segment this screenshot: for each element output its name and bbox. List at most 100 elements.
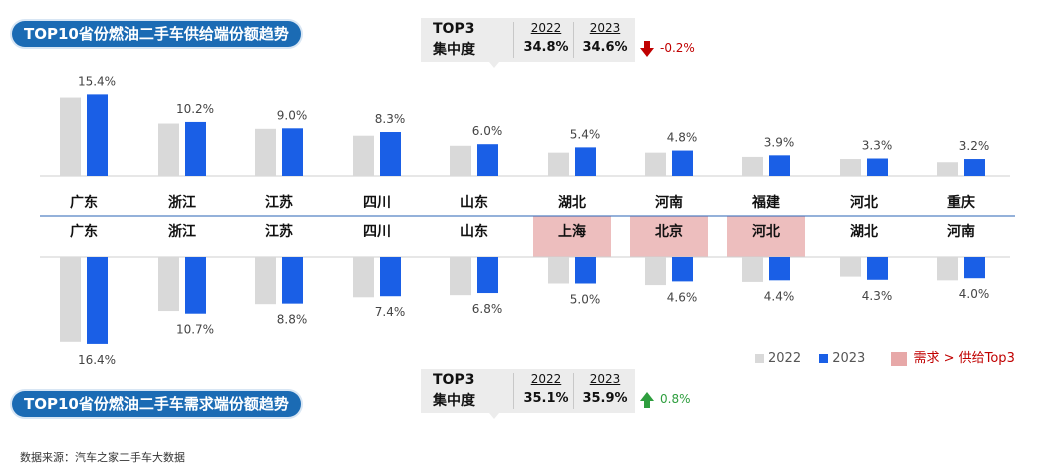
supply-bar-2022 <box>548 152 569 176</box>
supply-data-label: 5.4% <box>570 127 601 141</box>
supply-data-label: 15.4% <box>78 74 116 88</box>
highlight-box <box>727 216 805 257</box>
supply-bar-2023 <box>282 128 303 176</box>
demand-bar-2023 <box>769 257 790 281</box>
supply-bar-2022 <box>450 145 471 176</box>
supply-box-divider <box>573 22 574 58</box>
demand-bar-2023 <box>575 257 596 284</box>
demand-bar-2022 <box>742 257 763 282</box>
demand-box-divider <box>573 373 574 409</box>
supply-category-label: 河北 <box>850 194 878 211</box>
supply-bar-2022 <box>742 156 763 176</box>
supply-bar-2023 <box>380 132 401 176</box>
demand-bar-2023 <box>87 257 108 344</box>
supply-category-label: 山东 <box>460 194 488 211</box>
supply-category-label: 福建 <box>751 194 780 211</box>
highlight-box <box>630 216 708 257</box>
demand-value-2023: 35.9% <box>582 391 628 406</box>
supply-category-label: 浙江 <box>168 194 196 211</box>
legend-label-2022: 2022 <box>768 351 802 366</box>
demand-category-label: 浙江 <box>168 223 196 240</box>
demand-bar-2022 <box>255 257 276 305</box>
supply-concentration-label: 集中度 <box>433 42 475 58</box>
demand-category-label: 广东 <box>70 223 98 240</box>
demand-data-label: 10.7% <box>176 323 214 337</box>
supply-category-label: 重庆 <box>947 194 975 211</box>
supply-bar-2023 <box>477 144 498 176</box>
supply-year-2023: 2023 <box>589 21 621 35</box>
supply-category-label: 四川 <box>363 195 391 211</box>
supply-data-label: 3.9% <box>764 135 795 149</box>
demand-data-label: 4.6% <box>667 290 698 304</box>
supply-chart-title: TOP10省份燃油二手车供给端份额趋势 <box>12 21 301 47</box>
demand-bar-2022 <box>60 257 81 342</box>
supply-bar-2022 <box>158 123 179 176</box>
demand-box-pointer <box>489 413 499 419</box>
supply-value-2022: 34.8% <box>523 40 569 55</box>
data-source-note: 数据来源：汽车之家二手车大数据 <box>20 451 185 464</box>
demand-box-divider <box>513 373 514 409</box>
demand-data-label: 4.4% <box>764 289 795 303</box>
demand-data-label: 7.4% <box>375 305 406 319</box>
demand-year-2023: 2023 <box>589 372 621 386</box>
demand-data-label: 4.3% <box>862 289 893 303</box>
demand-bar-2022 <box>840 257 861 277</box>
legend-swatch-highlight <box>891 351 908 366</box>
down-arrow-icon <box>640 41 654 57</box>
demand-concentration-label: 集中度 <box>433 393 475 409</box>
demand-bar-2022 <box>158 257 179 312</box>
demand-concentration-box: TOP3 集中度 2022 35.1% 2023 35.9% <box>421 369 635 413</box>
demand-bar-2023 <box>477 257 498 294</box>
supply-change-value: -0.2% <box>660 41 695 55</box>
demand-bar-2023 <box>867 257 888 280</box>
supply-bar-2023 <box>672 150 693 176</box>
supply-bar-2023 <box>87 94 108 176</box>
supply-top3-label: TOP3 <box>433 21 475 37</box>
supply-bar-2023 <box>769 155 790 176</box>
supply-category-label: 广东 <box>70 194 98 211</box>
demand-bar-2023 <box>964 257 985 279</box>
demand-bar-2023 <box>282 257 303 304</box>
demand-bar-2023 <box>380 257 401 297</box>
supply-box-divider <box>513 22 514 58</box>
supply-bar-2023 <box>575 147 596 176</box>
supply-data-label: 6.0% <box>472 124 503 138</box>
demand-data-label: 16.4% <box>78 353 116 367</box>
demand-category-label: 山东 <box>460 223 488 240</box>
supply-data-label: 10.2% <box>176 102 214 116</box>
demand-bar-2022 <box>937 257 958 281</box>
demand-chart-title: TOP10省份燃油二手车需求端份额趋势 <box>12 391 301 417</box>
supply-bar-2023 <box>867 158 888 176</box>
supply-concentration-box: TOP3 集中度 2022 34.8% 2023 34.6% <box>421 18 635 62</box>
supply-bar-2022 <box>60 97 81 176</box>
demand-category-label: 河南 <box>947 223 975 240</box>
supply-data-label: 3.2% <box>959 139 990 153</box>
supply-category-label: 湖北 <box>558 195 586 211</box>
supply-value-2023: 34.6% <box>582 40 628 55</box>
demand-bar-2023 <box>672 257 693 282</box>
demand-bar-2022 <box>353 257 374 298</box>
demand-category-label: 北京 <box>655 223 683 240</box>
demand-value-2022: 35.1% <box>523 391 569 406</box>
supply-bar-2022 <box>937 162 958 176</box>
demand-bar-2022 <box>450 257 471 296</box>
supply-bar-2023 <box>964 159 985 176</box>
demand-data-label: 5.0% <box>570 293 601 307</box>
supply-data-label: 3.3% <box>862 139 893 153</box>
demand-top3-label: TOP3 <box>433 372 475 388</box>
demand-category-label: 江苏 <box>265 223 293 240</box>
supply-data-label: 9.0% <box>277 108 308 122</box>
supply-year-2022: 2022 <box>530 21 562 35</box>
legend-swatch-2022 <box>755 354 764 363</box>
legend-swatch-2023 <box>819 354 829 363</box>
supply-bar-2023 <box>185 121 206 176</box>
legend-label-highlight: 需求 > 供给Top3 <box>913 351 1015 366</box>
demand-data-label: 4.0% <box>959 287 990 301</box>
highlight-box <box>533 216 611 257</box>
demand-data-label: 6.8% <box>472 302 503 316</box>
demand-category-label: 四川 <box>363 224 391 240</box>
supply-bar-2022 <box>255 128 276 176</box>
legend-label-2023: 2023 <box>832 351 866 366</box>
demand-bar-2023 <box>185 257 206 314</box>
